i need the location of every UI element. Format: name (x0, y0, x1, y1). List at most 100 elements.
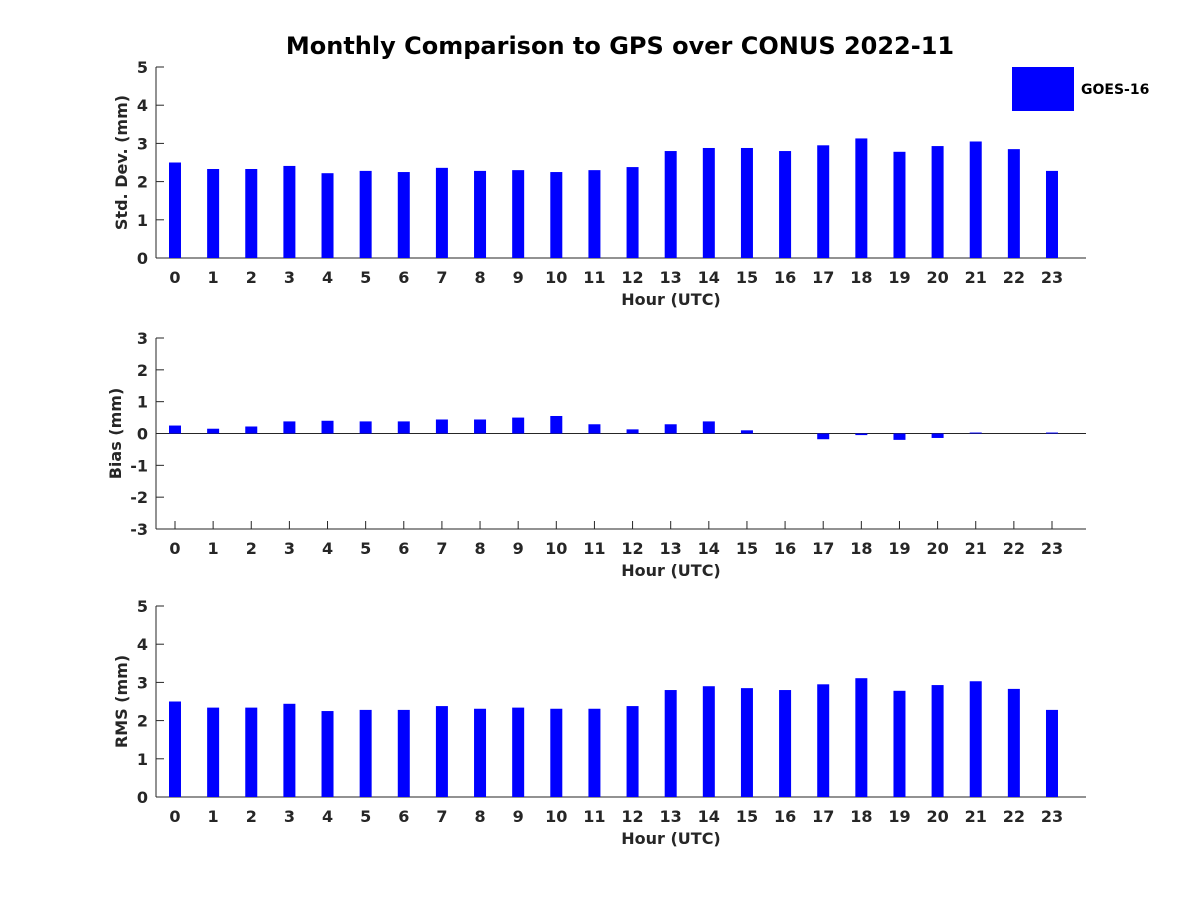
bias-bar-goes-16-hour-9 (512, 417, 525, 434)
rms-x-tick-label: 10 (545, 807, 567, 826)
bias-y-axis-label: Bias (mm) (106, 388, 125, 480)
rms-bar-goes-16-hour-15 (740, 688, 753, 797)
std-dev-x-axis-label: Hour (UTC) (621, 290, 721, 309)
std-dev-y-axis-label: Std. Dev. (mm) (112, 95, 131, 230)
std-dev-y-tick-label: 2 (137, 173, 148, 192)
bias-x-tick-label: 18 (850, 539, 872, 558)
rms-bar-goes-16-hour-9 (512, 707, 525, 797)
bias-x-tick-label: 21 (965, 539, 987, 558)
std-dev-x-tick-label: 3 (284, 268, 295, 287)
bias-x-tick-label: 3 (284, 539, 295, 558)
bias-bar-goes-16-hour-5 (359, 421, 372, 434)
bias-bar-goes-16-hour-23 (1045, 432, 1058, 434)
rms-x-tick-label: 4 (322, 807, 333, 826)
bias-x-tick-label: 20 (926, 539, 948, 558)
rms-x-tick-label: 11 (583, 807, 605, 826)
legend: GOES-16 (1012, 67, 1149, 111)
bias-y-tick-label: -2 (130, 488, 148, 507)
rms-bar-goes-16-hour-19 (893, 690, 906, 797)
bias-x-tick-label: 10 (545, 539, 567, 558)
legend-swatch-goes-16 (1012, 67, 1074, 111)
bias-bar-goes-16-hour-13 (664, 424, 677, 434)
std-dev-bar-goes-16-hour-21 (969, 141, 982, 258)
bias-x-tick-label: 13 (660, 539, 682, 558)
rms-x-tick-label: 7 (436, 807, 447, 826)
rms-y-tick-label: 1 (137, 750, 148, 769)
bias-bar-goes-16-hour-18 (855, 433, 868, 436)
std-dev-bar-goes-16-hour-23 (1045, 170, 1058, 258)
std-dev-bar-goes-16-hour-16 (779, 151, 792, 258)
bias-y-tick-label: 2 (137, 361, 148, 380)
bias-y-tick-label: 1 (137, 393, 148, 412)
std-dev-x-tick-label: 4 (322, 268, 333, 287)
std-dev-bar-goes-16-hour-11 (588, 170, 601, 258)
bias-bar-goes-16-hour-0 (169, 425, 181, 434)
rms-x-tick-label: 12 (621, 807, 643, 826)
std-dev-bar-goes-16-hour-19 (893, 151, 906, 258)
std-dev-bar-goes-16-hour-22 (1007, 149, 1020, 258)
bias-bar-goes-16-hour-3 (283, 421, 296, 434)
rms-y-tick-label: 3 (137, 673, 148, 692)
bias-x-tick-label: 4 (322, 539, 333, 558)
std-dev-bar-goes-16-hour-7 (435, 167, 448, 258)
std-dev-x-tick-label: 20 (926, 268, 948, 287)
std-dev-x-tick-label: 2 (246, 268, 257, 287)
bias-bar-goes-16-hour-4 (321, 420, 334, 434)
std-dev-y-tick-label: 0 (137, 249, 148, 268)
std-dev-x-tick-label: 19 (888, 268, 910, 287)
rms-bar-goes-16-hour-1 (207, 707, 220, 797)
bias-bar-goes-16-hour-11 (588, 424, 601, 434)
bias-x-tick-label: 17 (812, 539, 834, 558)
rms-bar-goes-16-hour-0 (169, 701, 181, 797)
rms-bar-goes-16-hour-23 (1045, 709, 1058, 797)
rms-x-tick-label: 18 (850, 807, 872, 826)
bias-x-tick-label: 2 (246, 539, 257, 558)
rms-bar-goes-16-hour-8 (474, 708, 487, 797)
std-dev-y-tick-label: 1 (137, 211, 148, 230)
rms-bar-goes-16-hour-7 (435, 706, 448, 797)
std-dev-x-tick-label: 18 (850, 268, 872, 287)
std-dev-y-tick-label: 5 (137, 58, 148, 77)
std-dev-x-tick-label: 12 (621, 268, 643, 287)
std-dev-x-tick-label: 13 (660, 268, 682, 287)
std-dev-x-tick-label: 0 (169, 268, 180, 287)
rms-x-tick-label: 6 (398, 807, 409, 826)
figure-title: Monthly Comparison to GPS over CONUS 202… (286, 32, 954, 60)
std-dev-bar-goes-16-hour-5 (359, 170, 372, 258)
std-dev-x-tick-label: 11 (583, 268, 605, 287)
rms-bar-goes-16-hour-5 (359, 709, 372, 797)
rms-bar-goes-16-hour-6 (397, 709, 410, 797)
bias-y-tick-label: -1 (130, 456, 148, 475)
rms-bar-goes-16-hour-4 (321, 711, 334, 797)
std-dev-y-tick-label: 4 (137, 96, 148, 115)
bias-y-tick-label: 0 (137, 425, 148, 444)
bias-bar-goes-16-hour-1 (207, 428, 220, 434)
std-dev-bar-goes-16-hour-9 (512, 170, 525, 258)
bias-x-tick-label: 8 (474, 539, 485, 558)
bias-y-tick-label: -3 (130, 520, 148, 539)
std-dev-x-tick-label: 5 (360, 268, 371, 287)
rms-bar-goes-16-hour-3 (283, 703, 296, 797)
bias-bar-goes-16-hour-8 (474, 419, 487, 434)
rms-bar-goes-16-hour-10 (550, 708, 563, 797)
std-dev-x-tick-label: 16 (774, 268, 796, 287)
std-dev-x-tick-label: 8 (474, 268, 485, 287)
std-dev-bar-goes-16-hour-17 (817, 145, 830, 258)
bias-x-tick-label: 23 (1041, 539, 1063, 558)
bias-bar-goes-16-hour-15 (740, 430, 753, 434)
bias-bar-goes-16-hour-14 (702, 421, 715, 434)
rms-x-tick-label: 23 (1041, 807, 1063, 826)
rms-x-tick-label: 9 (513, 807, 524, 826)
rms-x-tick-label: 5 (360, 807, 371, 826)
std-dev-x-tick-label: 10 (545, 268, 567, 287)
bias-x-tick-label: 16 (774, 539, 796, 558)
std-dev-bar-goes-16-hour-6 (397, 172, 410, 258)
std-dev-bar-goes-16-hour-18 (855, 138, 868, 258)
std-dev-x-tick-label: 22 (1003, 268, 1025, 287)
rms-bar-goes-16-hour-12 (626, 706, 639, 797)
legend-label-goes-16: GOES-16 (1081, 82, 1149, 98)
bias-x-tick-label: 1 (208, 539, 219, 558)
bias-bar-goes-16-hour-20 (931, 433, 944, 438)
